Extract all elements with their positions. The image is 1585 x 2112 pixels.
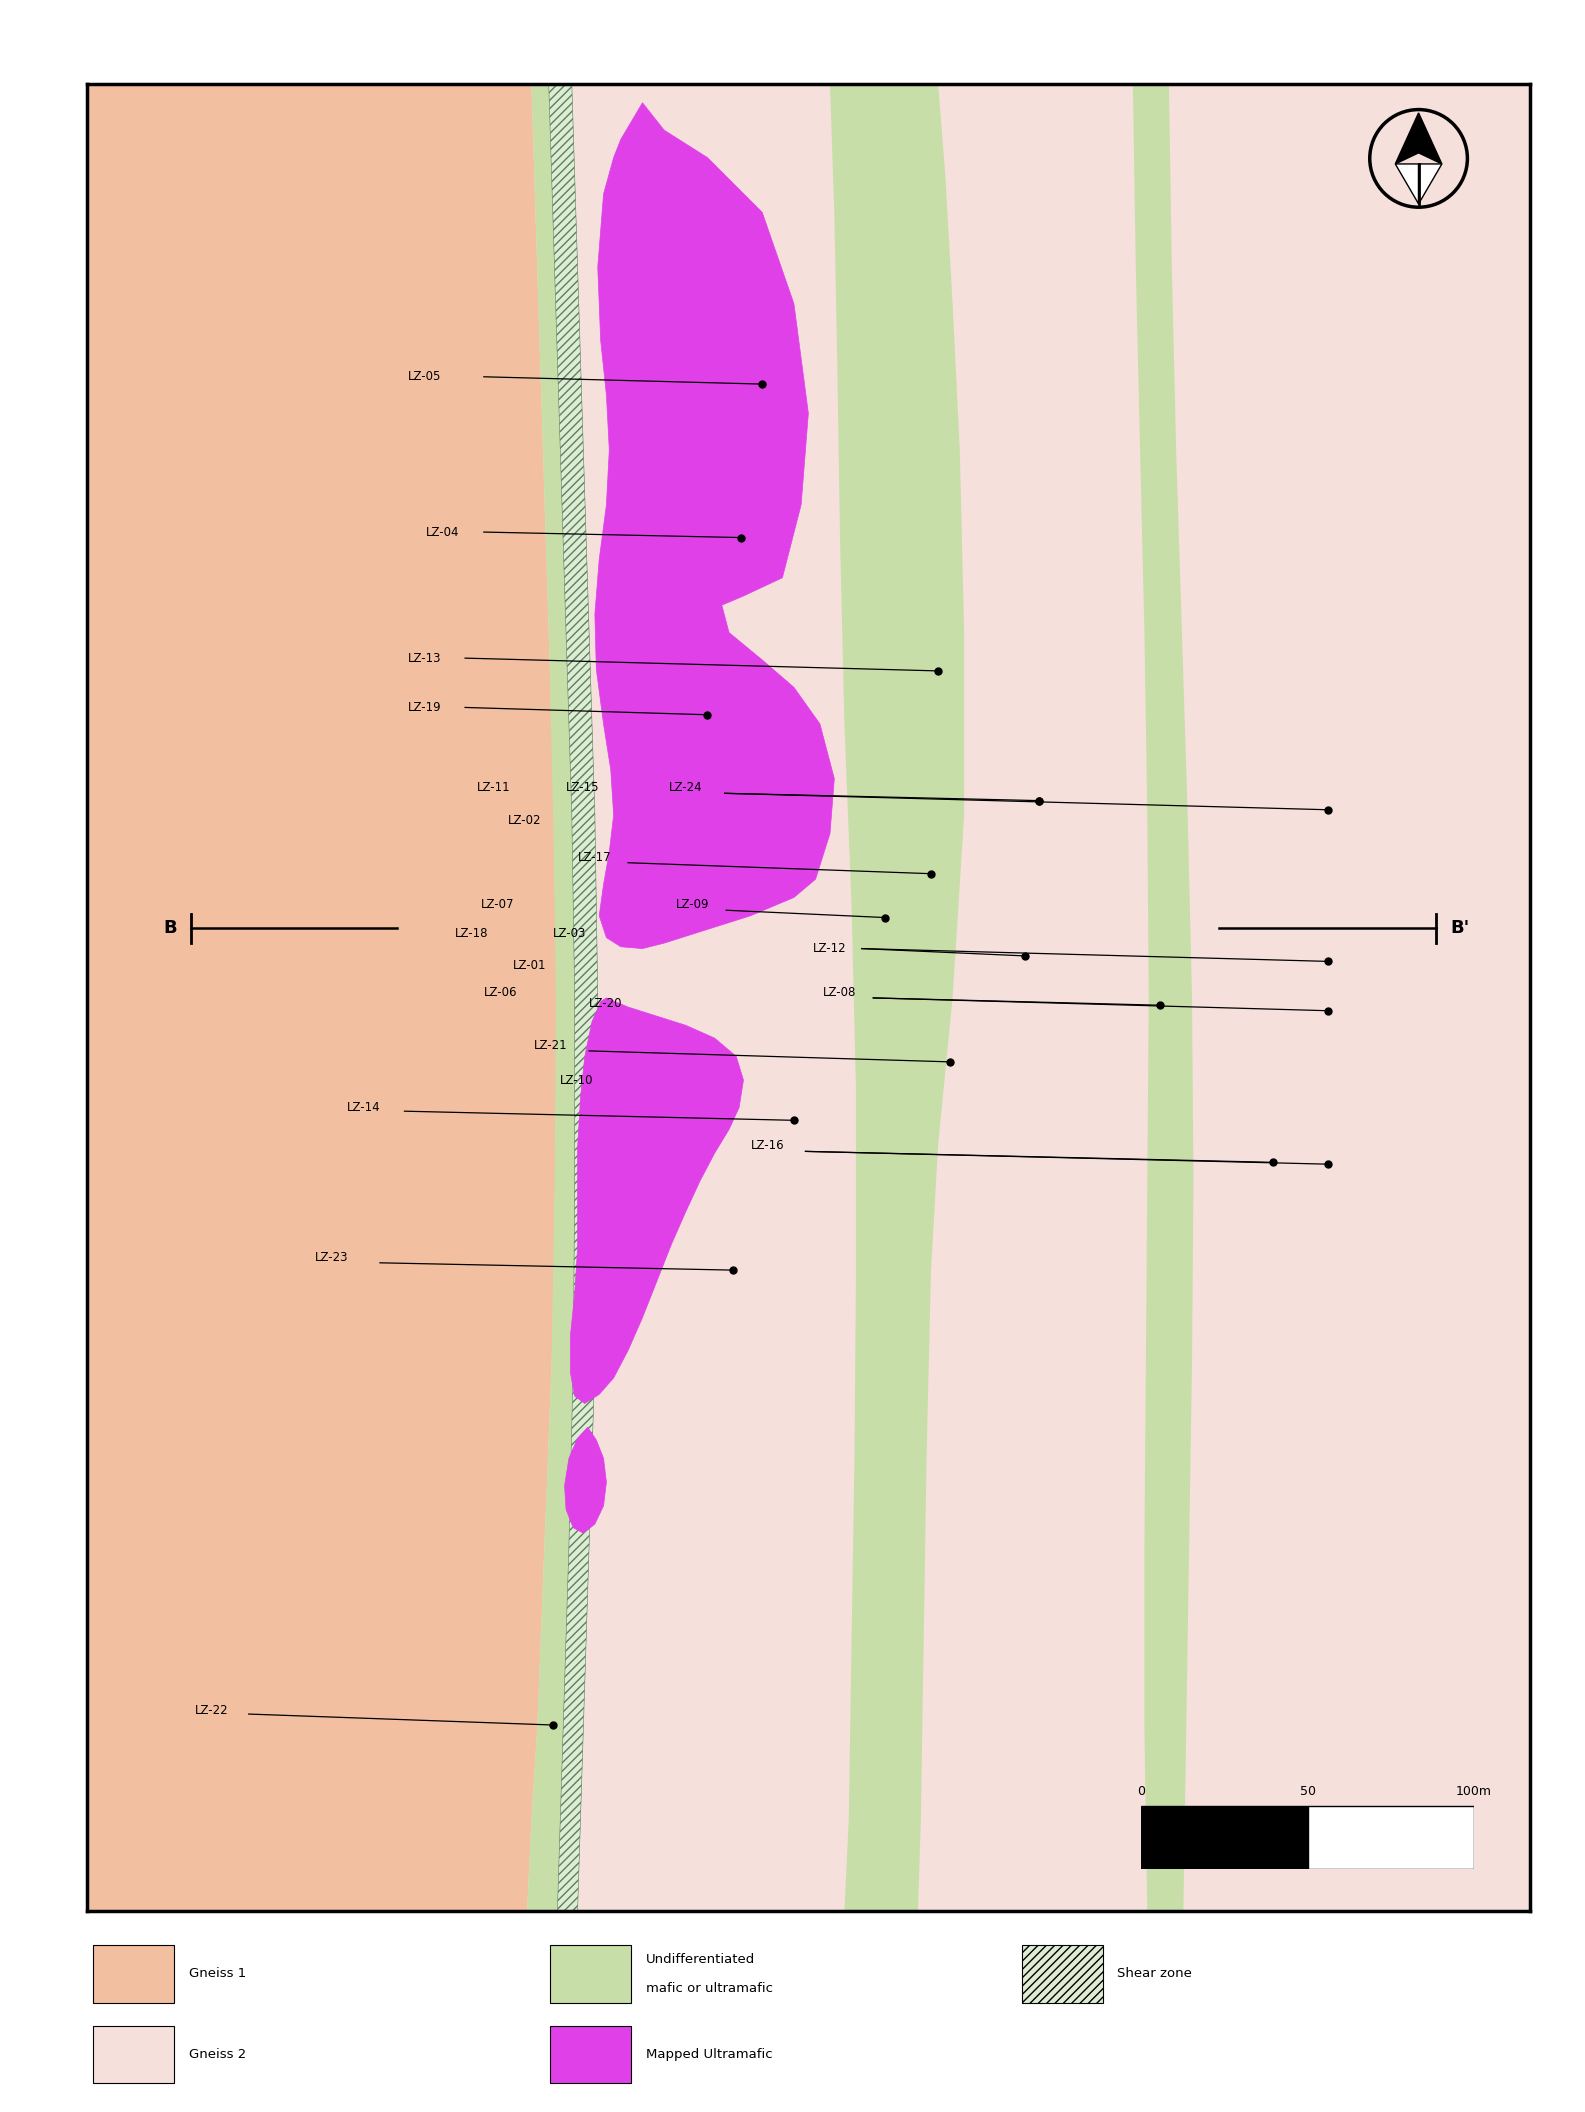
- Polygon shape: [831, 84, 964, 1911]
- Polygon shape: [528, 84, 598, 1911]
- Text: LZ-11: LZ-11: [477, 781, 510, 794]
- Text: LZ-21: LZ-21: [534, 1039, 567, 1052]
- Text: LZ-22: LZ-22: [195, 1704, 228, 1717]
- Text: LZ-06: LZ-06: [483, 986, 517, 999]
- Text: Gneiss 2: Gneiss 2: [189, 2049, 246, 2061]
- Text: Mapped Ultramafic: Mapped Ultramafic: [645, 2049, 772, 2061]
- Text: LZ-23: LZ-23: [315, 1250, 349, 1263]
- Text: LZ-04: LZ-04: [426, 526, 460, 539]
- Polygon shape: [564, 1428, 607, 1533]
- Text: 50: 50: [1300, 1785, 1316, 1797]
- Text: 100m: 100m: [1457, 1785, 1491, 1797]
- Bar: [94, 1945, 174, 2002]
- Text: LZ-01: LZ-01: [512, 959, 547, 972]
- Polygon shape: [548, 84, 598, 1911]
- Text: LZ-20: LZ-20: [590, 997, 623, 1010]
- Polygon shape: [1395, 112, 1442, 165]
- Text: Undifferentiated: Undifferentiated: [645, 1954, 754, 1966]
- Text: LZ-10: LZ-10: [560, 1073, 594, 1088]
- Text: LZ-05: LZ-05: [407, 370, 441, 382]
- Bar: [550, 1945, 631, 2002]
- Text: LZ-12: LZ-12: [813, 942, 846, 955]
- Text: LZ-15: LZ-15: [566, 781, 599, 794]
- Text: B: B: [163, 919, 176, 938]
- Text: LZ-02: LZ-02: [509, 815, 542, 828]
- Text: LZ-18: LZ-18: [455, 927, 488, 940]
- Text: LZ-13: LZ-13: [407, 653, 441, 665]
- Text: LZ-19: LZ-19: [407, 701, 441, 714]
- Text: LZ-07: LZ-07: [480, 898, 515, 910]
- Bar: [94, 2025, 174, 2082]
- Text: Shear zone: Shear zone: [1117, 1968, 1192, 1981]
- Bar: [1308, 1806, 1474, 1869]
- Text: LZ-24: LZ-24: [669, 781, 702, 794]
- Text: LZ-16: LZ-16: [751, 1138, 785, 1153]
- Polygon shape: [571, 999, 743, 1404]
- Text: mafic or ultramafic: mafic or ultramafic: [645, 1981, 772, 1996]
- Text: LZ-08: LZ-08: [823, 986, 856, 999]
- Polygon shape: [87, 84, 558, 1911]
- Bar: [550, 2025, 631, 2082]
- Bar: [1141, 1806, 1308, 1869]
- Text: 0: 0: [1136, 1785, 1146, 1797]
- Polygon shape: [1395, 165, 1419, 205]
- Text: Gneiss 1: Gneiss 1: [189, 1968, 246, 1981]
- Polygon shape: [594, 103, 834, 948]
- Polygon shape: [1419, 165, 1442, 205]
- Bar: [1022, 1945, 1103, 2002]
- Text: LZ-14: LZ-14: [347, 1100, 380, 1113]
- Text: LZ-09: LZ-09: [675, 898, 708, 910]
- Text: LZ-17: LZ-17: [577, 851, 612, 864]
- Polygon shape: [1133, 84, 1194, 1911]
- Text: LZ-03: LZ-03: [553, 927, 586, 940]
- Text: B': B': [1450, 919, 1469, 938]
